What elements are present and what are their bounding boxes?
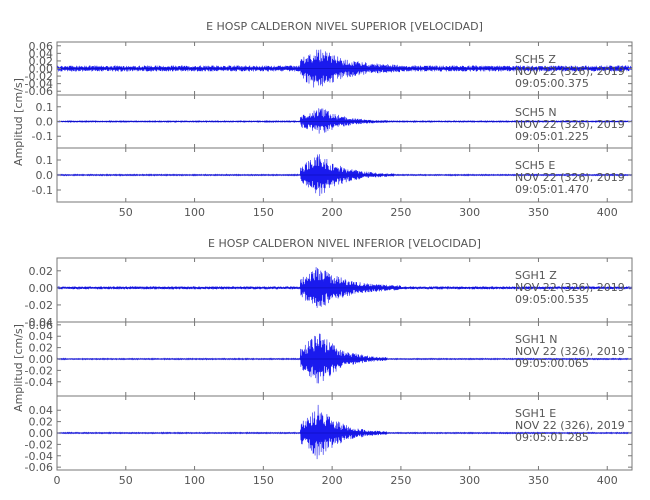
- y-tick-label: -0.06: [25, 461, 53, 474]
- x-tick-label: 250: [390, 206, 411, 219]
- x-tick-label: 350: [528, 206, 549, 219]
- y-tick-label: 0.04: [29, 47, 54, 60]
- y-tick-label: 0.02: [29, 416, 54, 429]
- y-tick-label: 0.06: [29, 319, 54, 332]
- chart-2: E HOSP CALDERON NIVEL INFERIOR [VELOCIDA…: [12, 237, 633, 487]
- y-tick-label: -0.04: [25, 78, 53, 91]
- y-tick-label: -0.02: [25, 70, 53, 83]
- time-label: 09:05:01.225: [515, 130, 589, 143]
- chart-title: E HOSP CALDERON NIVEL SUPERIOR [VELOCIDA…: [206, 20, 483, 33]
- y-tick-label: 0.00: [29, 282, 54, 295]
- y-tick-label: -0.06: [25, 85, 53, 98]
- x-tick-label: 300: [459, 474, 480, 487]
- x-tick-label: 0: [54, 474, 61, 487]
- date-label: NOV 22 (326), 2019: [515, 281, 625, 294]
- y-axis-label: Amplitud [cm/s]: [12, 324, 25, 412]
- y-tick-label: 0.0: [36, 169, 54, 182]
- y-tick-label: -0.02: [25, 438, 53, 451]
- x-tick-label: 200: [322, 206, 343, 219]
- chart-1: E HOSP CALDERON NIVEL SUPERIOR [VELOCIDA…: [12, 20, 633, 219]
- date-label: NOV 22 (326), 2019: [515, 419, 625, 432]
- y-tick-label: 0.06: [29, 40, 54, 53]
- station-component-label: SGH1 N: [515, 333, 558, 346]
- x-tick-label: 250: [390, 474, 411, 487]
- date-label: NOV 22 (326), 2019: [515, 171, 625, 184]
- x-tick-label: 50: [119, 474, 133, 487]
- x-tick-label: 50: [119, 206, 133, 219]
- x-tick-label: 300: [459, 206, 480, 219]
- y-tick-label: -0.1: [32, 184, 53, 197]
- y-axis-label: Amplitud [cm/s]: [12, 78, 25, 166]
- station-component-label: SCH5 Z: [515, 53, 556, 66]
- y-tick-label: 0.04: [29, 330, 54, 343]
- y-tick-label: 0.00: [29, 63, 54, 76]
- y-tick-label: -0.02: [25, 299, 53, 312]
- x-tick-label: 400: [597, 474, 618, 487]
- time-label: 09:05:01.470: [515, 183, 589, 196]
- time-label: 09:05:00.535: [515, 293, 589, 306]
- date-label: NOV 22 (326), 2019: [515, 65, 625, 78]
- station-component-label: SGH1 Z: [515, 269, 557, 282]
- waveform-trace: [56, 49, 633, 88]
- x-tick-label: 100: [184, 206, 205, 219]
- panel-sch5-z: 0.060.040.020.00-0.02-0.04-0.06 SCH5 ZNOV…: [25, 40, 633, 98]
- y-tick-label: -0.04: [25, 316, 53, 329]
- y-tick-label: 0.1: [36, 154, 54, 167]
- x-tick-label: 200: [322, 474, 343, 487]
- y-tick-label: 0.04: [29, 404, 54, 417]
- station-component-label: SCH5 E: [515, 159, 555, 172]
- y-tick-label: -0.1: [32, 130, 53, 143]
- y-tick-label: 0.1: [36, 101, 54, 114]
- y-tick-label: -0.04: [25, 376, 53, 389]
- x-tick-label: 400: [597, 206, 618, 219]
- station-component-label: SGH1 E: [515, 407, 556, 420]
- chart-title: E HOSP CALDERON NIVEL INFERIOR [VELOCIDA…: [208, 237, 481, 250]
- y-tick-label: 0.02: [29, 55, 54, 68]
- time-label: 09:05:00.375: [515, 77, 589, 90]
- y-tick-label: -0.02: [25, 364, 53, 377]
- x-tick-label: 150: [253, 474, 274, 487]
- y-tick-label: 0.00: [29, 353, 54, 366]
- x-tick-label: 100: [184, 474, 205, 487]
- y-tick-label: 0.02: [29, 342, 54, 355]
- y-tick-label: -0.04: [25, 450, 53, 463]
- station-component-label: SCH5 N: [515, 106, 557, 119]
- date-label: NOV 22 (326), 2019: [515, 118, 625, 131]
- time-label: 09:05:01.285: [515, 431, 589, 444]
- x-tick-label: 150: [253, 206, 274, 219]
- time-label: 09:05:00.065: [515, 357, 589, 370]
- y-tick-label: 0.02: [29, 265, 54, 278]
- x-tick-label: 350: [528, 474, 549, 487]
- y-tick-label: 0.00: [29, 427, 54, 440]
- y-tick-label: 0.0: [36, 116, 54, 129]
- date-label: NOV 22 (326), 2019: [515, 345, 625, 358]
